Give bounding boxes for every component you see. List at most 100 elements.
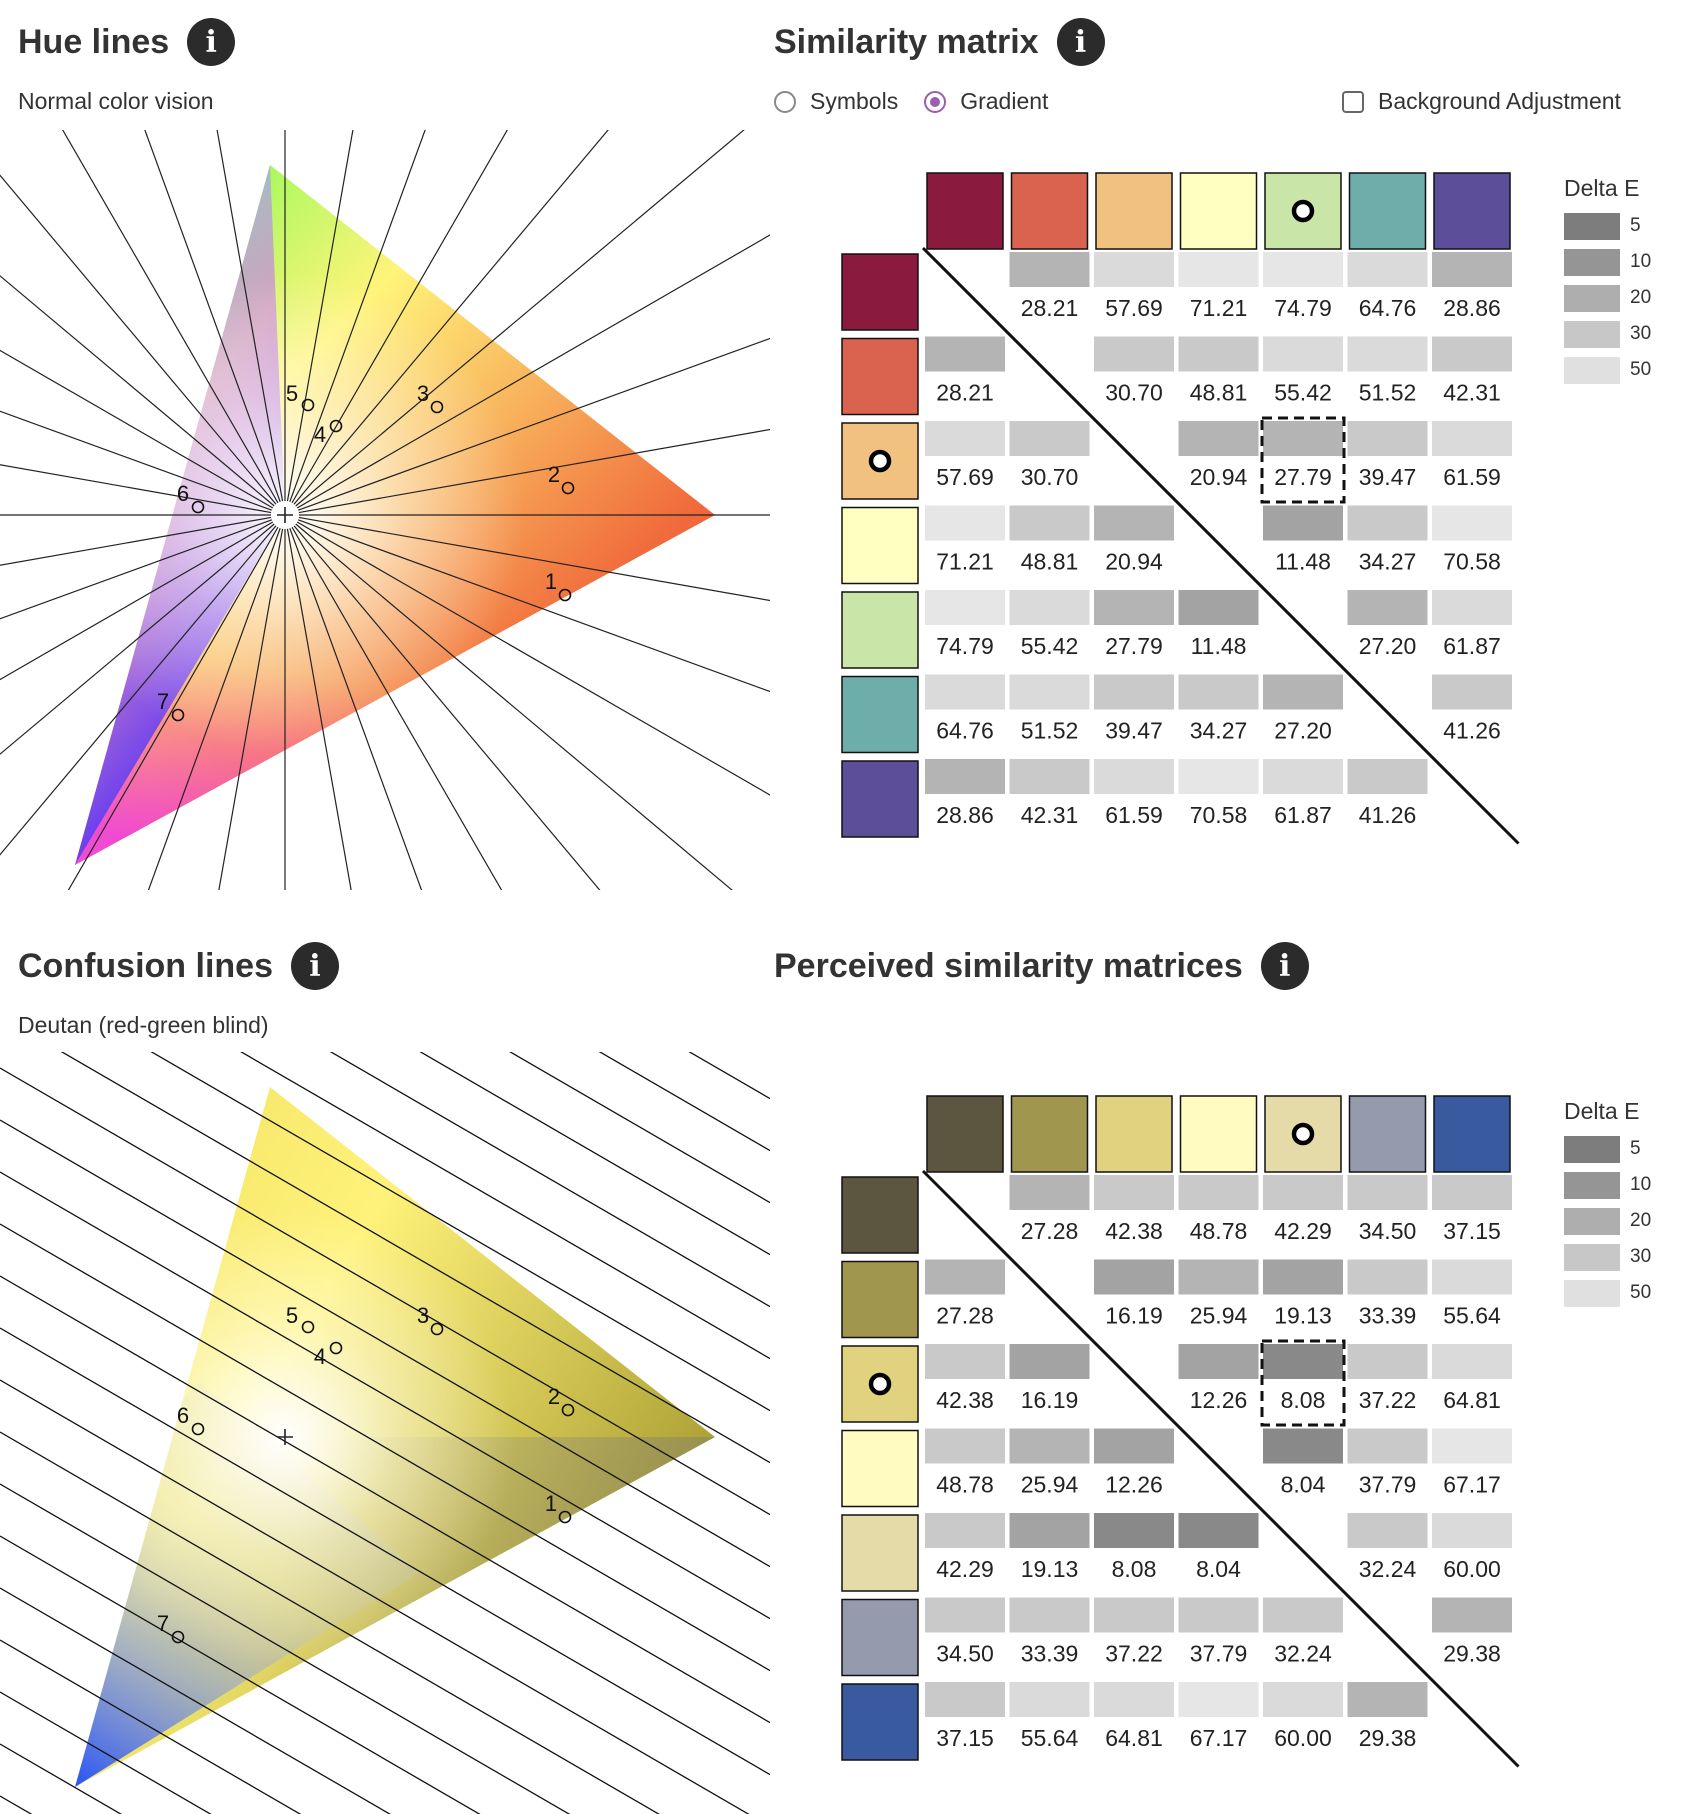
column-color-swatch[interactable] xyxy=(1348,1095,1427,1173)
matrix-cell[interactable]: 55.64 xyxy=(1009,1682,1090,1751)
matrix-cell[interactable]: 32.24 xyxy=(1263,1597,1343,1667)
matrix-cell[interactable]: 27.79 xyxy=(1263,421,1343,490)
matrix-cell[interactable]: 41.26 xyxy=(1347,759,1428,828)
matrix-cell[interactable]: 27.20 xyxy=(1347,590,1428,659)
matrix-cell[interactable]: 8.04 xyxy=(1178,1513,1259,1582)
matrix-cell[interactable]: 8.08 xyxy=(1094,1513,1174,1582)
column-color-swatch[interactable] xyxy=(1010,172,1089,250)
column-color-swatch[interactable] xyxy=(1348,172,1427,250)
symbols-radio[interactable] xyxy=(774,90,796,113)
matrix-cell[interactable]: 60.00 xyxy=(1263,1682,1343,1751)
matrix-cell[interactable]: 39.47 xyxy=(1094,674,1174,744)
column-color-swatch[interactable] xyxy=(1433,1095,1511,1173)
matrix-cell[interactable]: 37.15 xyxy=(925,1682,1005,1751)
symbols-radio-label[interactable]: Symbols xyxy=(810,88,899,114)
matrix-cell[interactable]: 55.42 xyxy=(1009,590,1090,659)
matrix-cell[interactable]: 33.39 xyxy=(1347,1259,1428,1329)
row-color-swatch[interactable] xyxy=(841,1260,919,1339)
row-color-swatch[interactable] xyxy=(841,675,919,754)
matrix-cell[interactable]: 55.42 xyxy=(1263,336,1343,406)
matrix-cell[interactable]: 51.52 xyxy=(1347,336,1428,406)
matrix-cell[interactable]: 61.87 xyxy=(1432,590,1512,659)
matrix-cell[interactable]: 8.08 xyxy=(1263,1344,1343,1413)
matrix-cell[interactable]: 16.19 xyxy=(1094,1259,1174,1329)
matrix-cell[interactable]: 42.38 xyxy=(1094,1175,1174,1244)
matrix-cell[interactable]: 71.21 xyxy=(1178,252,1259,321)
column-color-swatch[interactable] xyxy=(926,1095,1004,1173)
matrix-cell[interactable]: 20.94 xyxy=(1178,421,1259,490)
matrix-cell[interactable]: 67.17 xyxy=(1178,1682,1259,1751)
matrix-cell[interactable]: 37.79 xyxy=(1347,1428,1428,1498)
matrix-cell[interactable]: 25.94 xyxy=(1178,1259,1259,1329)
matrix-cell[interactable]: 19.13 xyxy=(1263,1259,1343,1329)
matrix-cell[interactable]: 74.79 xyxy=(1263,252,1343,321)
info-icon[interactable]: i xyxy=(291,942,339,990)
matrix-cell[interactable]: 27.28 xyxy=(925,1259,1005,1329)
matrix-cell[interactable]: 48.81 xyxy=(1178,336,1259,406)
row-color-swatch[interactable] xyxy=(841,760,919,838)
matrix-cell[interactable]: 29.38 xyxy=(1347,1682,1428,1751)
matrix-cell[interactable]: 29.38 xyxy=(1432,1597,1512,1667)
matrix-cell[interactable]: 57.69 xyxy=(1094,252,1174,321)
info-icon[interactable]: i xyxy=(187,18,236,66)
matrix-cell[interactable]: 30.70 xyxy=(1094,336,1174,406)
gradient-radio[interactable] xyxy=(924,90,947,113)
matrix-cell[interactable]: 28.21 xyxy=(925,336,1005,406)
matrix-cell[interactable]: 27.79 xyxy=(1094,590,1174,659)
matrix-cell[interactable]: 61.59 xyxy=(1094,759,1174,828)
matrix-cell[interactable]: 42.29 xyxy=(925,1513,1005,1582)
matrix-cell[interactable]: 42.31 xyxy=(1009,759,1090,828)
matrix-cell[interactable]: 64.81 xyxy=(1094,1682,1174,1751)
info-icon[interactable]: i xyxy=(1260,942,1309,990)
matrix-cell[interactable]: 74.79 xyxy=(925,590,1005,659)
matrix-cell[interactable]: 61.87 xyxy=(1263,759,1343,828)
matrix-cell[interactable]: 16.19 xyxy=(1009,1344,1090,1413)
matrix-cell[interactable]: 37.79 xyxy=(1178,1597,1259,1667)
matrix-cell[interactable]: 57.69 xyxy=(925,421,1005,490)
matrix-cell[interactable]: 70.58 xyxy=(1178,759,1259,828)
matrix-cell[interactable]: 61.59 xyxy=(1432,421,1512,490)
matrix-cell[interactable]: 42.38 xyxy=(925,1344,1005,1413)
column-color-swatch[interactable] xyxy=(1095,172,1173,250)
matrix-cell[interactable]: 34.27 xyxy=(1178,674,1259,744)
matrix-cell[interactable]: 64.76 xyxy=(925,674,1005,744)
matrix-cell[interactable]: 37.22 xyxy=(1347,1344,1428,1413)
row-color-swatch[interactable] xyxy=(841,1683,919,1761)
matrix-cell[interactable]: 48.78 xyxy=(1178,1175,1259,1244)
matrix-cell[interactable]: 12.26 xyxy=(1094,1428,1174,1498)
matrix-cell[interactable]: 34.50 xyxy=(925,1597,1005,1667)
matrix-cell[interactable]: 27.20 xyxy=(1263,674,1343,744)
column-color-swatch[interactable] xyxy=(926,172,1004,250)
matrix-cell[interactable]: 25.94 xyxy=(1009,1428,1090,1498)
matrix-cell[interactable]: 67.17 xyxy=(1432,1428,1512,1498)
background-adjustment-checkbox[interactable] xyxy=(1342,90,1364,113)
row-color-swatch[interactable] xyxy=(841,1429,919,1508)
matrix-cell[interactable]: 12.26 xyxy=(1178,1344,1259,1413)
matrix-cell[interactable]: 64.81 xyxy=(1432,1344,1512,1413)
matrix-cell[interactable]: 28.86 xyxy=(925,759,1005,828)
column-color-swatch[interactable] xyxy=(1433,172,1511,250)
matrix-cell[interactable]: 64.76 xyxy=(1347,252,1428,321)
background-adjustment-label[interactable]: Background Adjustment xyxy=(1378,88,1621,114)
matrix-cell[interactable]: 19.13 xyxy=(1009,1513,1090,1582)
matrix-cell[interactable]: 41.26 xyxy=(1432,674,1512,744)
matrix-cell[interactable]: 42.31 xyxy=(1432,336,1512,406)
matrix-cell[interactable]: 28.21 xyxy=(1009,252,1090,321)
matrix-cell[interactable]: 11.48 xyxy=(1263,505,1343,575)
matrix-cell[interactable]: 37.22 xyxy=(1094,1597,1174,1667)
row-color-swatch[interactable] xyxy=(841,253,919,331)
matrix-cell[interactable]: 34.50 xyxy=(1347,1175,1428,1244)
info-icon[interactable]: i xyxy=(1056,18,1105,66)
matrix-cell[interactable]: 37.15 xyxy=(1432,1175,1512,1244)
matrix-cell[interactable]: 20.94 xyxy=(1094,505,1174,575)
matrix-cell[interactable]: 70.58 xyxy=(1432,505,1512,575)
column-color-swatch[interactable] xyxy=(1010,1095,1089,1173)
matrix-cell[interactable]: 33.39 xyxy=(1009,1597,1090,1667)
matrix-cell[interactable]: 71.21 xyxy=(925,505,1005,575)
column-color-swatch[interactable] xyxy=(1179,1095,1258,1173)
matrix-cell[interactable]: 60.00 xyxy=(1432,1513,1512,1582)
row-color-swatch[interactable] xyxy=(841,1176,919,1254)
row-color-swatch[interactable] xyxy=(841,1598,919,1677)
matrix-cell[interactable]: 28.86 xyxy=(1432,252,1512,321)
matrix-cell[interactable]: 27.28 xyxy=(1009,1175,1090,1244)
